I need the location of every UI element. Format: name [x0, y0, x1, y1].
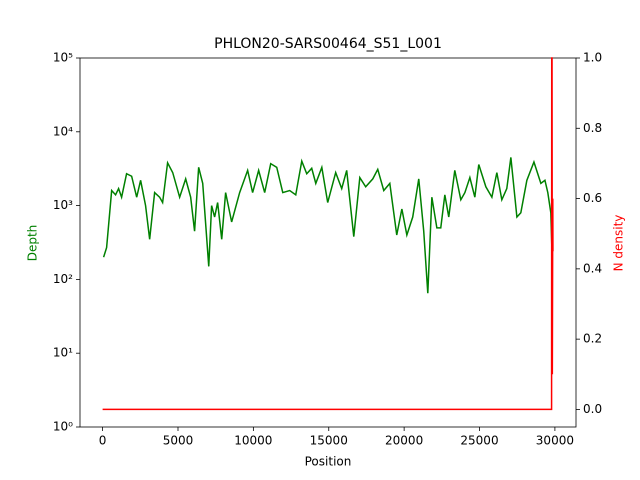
plot-frame — [79, 57, 577, 428]
y-tick-label: 10⁴ — [53, 124, 73, 138]
y2-tick-label: 0.6 — [583, 191, 602, 205]
y-tick-label: 10⁰ — [53, 420, 73, 434]
data-line — [102, 57, 554, 411]
y-tick-label: 10² — [53, 272, 73, 286]
x-tick-label: 20000 — [385, 434, 423, 448]
x-tick-label: 30000 — [536, 434, 574, 448]
y2-tick-label: 1.0 — [583, 51, 602, 65]
x-axis-label: Position — [305, 455, 352, 469]
y-axis-label: Depth — [26, 225, 40, 262]
y-tick-label: 10⁵ — [53, 51, 73, 65]
y2-tick-label: 0.2 — [583, 332, 602, 346]
chart-title: PHLON20-SARS00464_S51_L001 — [214, 36, 442, 52]
y-tick-label: 10³ — [53, 198, 73, 212]
y-tick-label: 10¹ — [53, 346, 73, 360]
y2-tick-label: 0.4 — [583, 261, 602, 275]
x-tick-label: 15000 — [310, 434, 348, 448]
x-tick-label: 0 — [99, 434, 107, 448]
y2-tick-label: 0.8 — [583, 121, 602, 135]
y2-axis-label: N density — [612, 215, 626, 272]
y2-tick-label: 0.0 — [583, 402, 602, 416]
x-tick-label: 5000 — [163, 434, 194, 448]
data-line — [102, 157, 553, 294]
x-tick-label: 10000 — [234, 434, 272, 448]
x-tick-label: 25000 — [460, 434, 498, 448]
